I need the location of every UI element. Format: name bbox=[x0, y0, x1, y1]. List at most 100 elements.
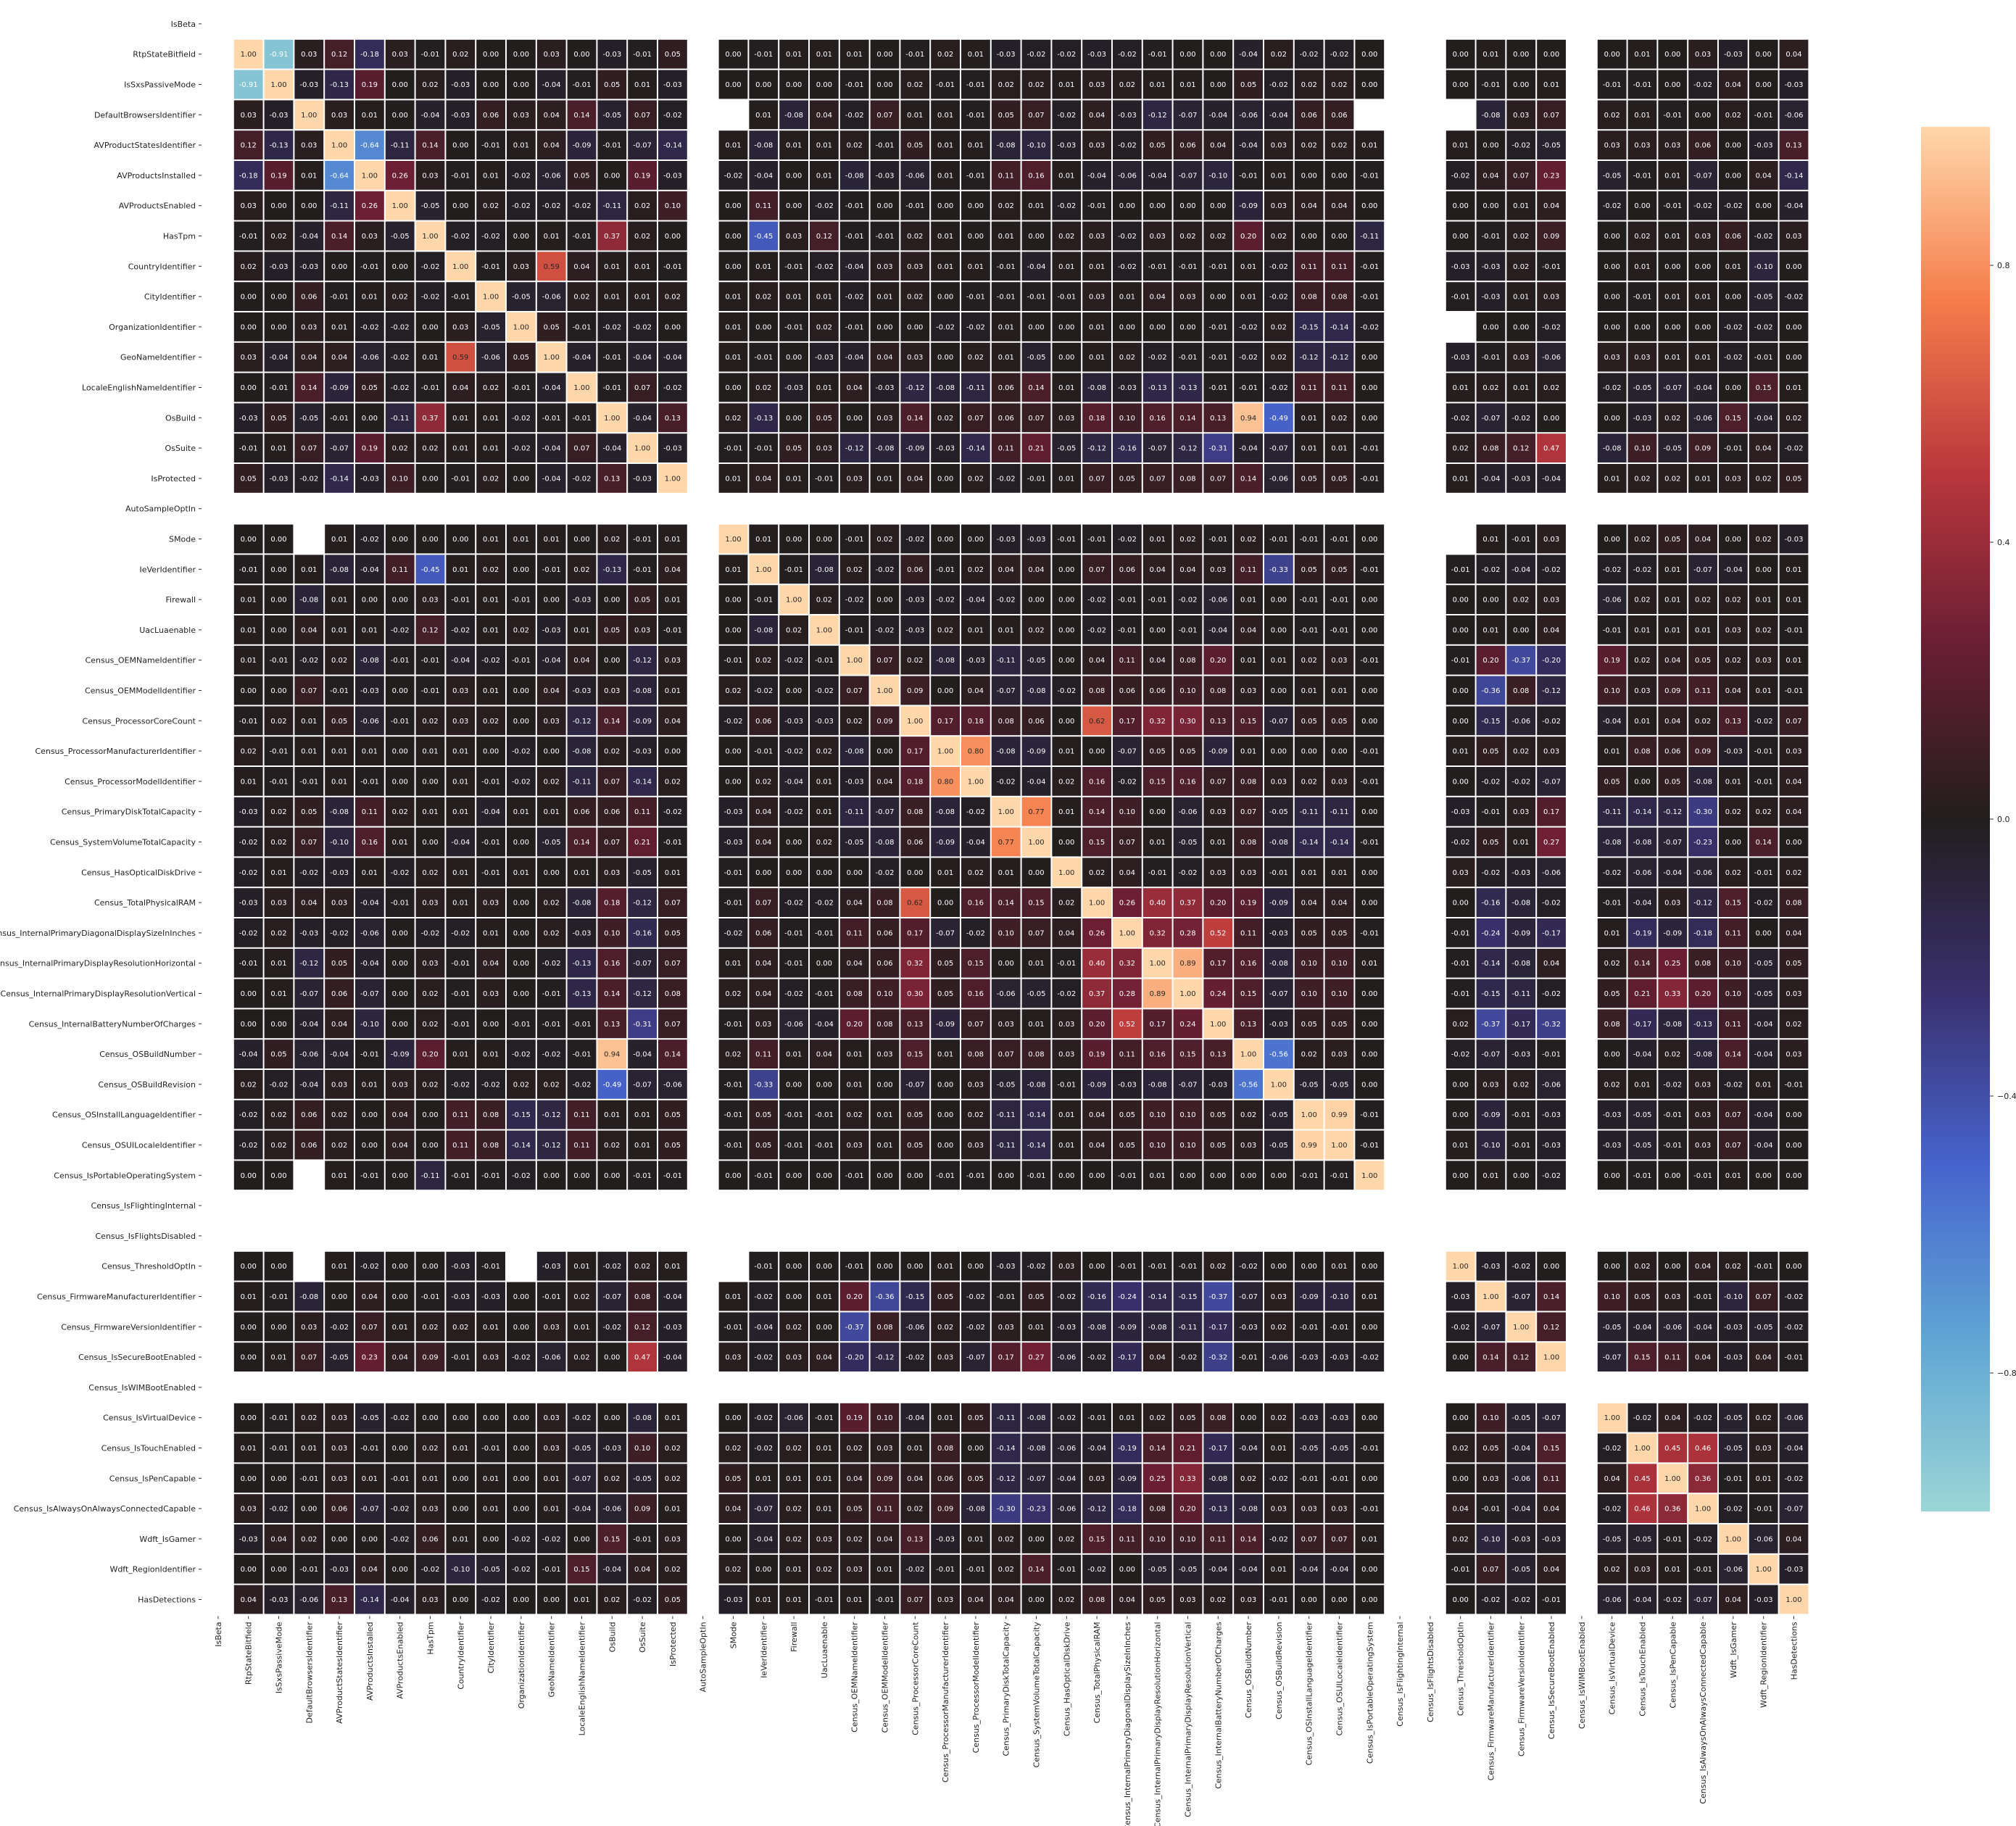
cell-value-label: 0.03 bbox=[392, 51, 408, 59]
cell-value-label: 0.00 bbox=[392, 536, 408, 544]
heatmap-cell bbox=[1052, 70, 1082, 99]
cell-value-label: -0.01 bbox=[1482, 233, 1501, 241]
heatmap-cell bbox=[1658, 191, 1688, 220]
heatmap-cell bbox=[1355, 282, 1385, 311]
cell-value-label: 1.00 bbox=[786, 597, 802, 605]
cell-value-label: 0.10 bbox=[1179, 1535, 1195, 1543]
cell-value-label: 0.03 bbox=[847, 475, 863, 483]
cell-value-label: 0.11 bbox=[1301, 263, 1317, 271]
heatmap-cell bbox=[1688, 282, 1717, 311]
cell-value-label: 0.04 bbox=[968, 1596, 984, 1604]
cell-value-label: 0.00 bbox=[392, 990, 408, 998]
cell-value-label: 0.00 bbox=[392, 748, 408, 756]
cell-value-label: 0.00 bbox=[270, 536, 286, 544]
cell-value-label: -0.13 bbox=[1208, 1506, 1227, 1514]
cell-value-label: 0.00 bbox=[1453, 626, 1469, 634]
cell-value-label: 0.08 bbox=[1785, 900, 1801, 908]
cell-value-label: 0.00 bbox=[1089, 1172, 1105, 1180]
cell-value-label: -0.07 bbox=[1118, 748, 1137, 756]
heatmap-cell bbox=[1294, 252, 1324, 281]
heatmap-cell bbox=[507, 221, 536, 251]
cell-value-label: -0.02 bbox=[1087, 1566, 1106, 1574]
heatmap-cell bbox=[1537, 161, 1566, 190]
heatmap-cell bbox=[1355, 191, 1385, 220]
cell-value-label: -0.02 bbox=[451, 1081, 470, 1089]
cell-value-label: 0.08 bbox=[1331, 294, 1347, 302]
cell-value-label: -0.08 bbox=[966, 1506, 985, 1514]
cell-value-label: 0.03 bbox=[1785, 1051, 1801, 1059]
cell-value-label: -0.04 bbox=[1239, 1566, 1258, 1574]
cell-value-label: 0.00 bbox=[816, 1081, 832, 1089]
cell-value-label: -0.01 bbox=[1511, 1111, 1530, 1119]
heatmap-cell bbox=[1355, 39, 1385, 69]
cell-value-label: 0.00 bbox=[1271, 626, 1287, 634]
cell-value-label: 0.04 bbox=[573, 263, 589, 271]
cell-value-label: -0.02 bbox=[1724, 354, 1743, 362]
cell-value-label: 0.01 bbox=[241, 1293, 257, 1301]
cell-value-label: -0.07 bbox=[602, 1293, 621, 1301]
heatmap-cell bbox=[900, 252, 930, 281]
cell-value-label: 0.05 bbox=[937, 990, 953, 998]
cell-value-label: 0.01 bbox=[1089, 354, 1105, 362]
cell-value-label: -0.01 bbox=[481, 142, 500, 150]
cell-value-label: 0.00 bbox=[1453, 597, 1469, 605]
heatmap-cell bbox=[1052, 342, 1082, 372]
heatmap-cell bbox=[961, 342, 990, 372]
cell-value-label: 0.03 bbox=[241, 354, 257, 362]
cell-value-label: 0.01 bbox=[937, 1414, 953, 1422]
cell-value-label: 0.02 bbox=[907, 657, 923, 665]
cell-value-label: 0.03 bbox=[876, 1445, 892, 1453]
heatmap-cell bbox=[536, 100, 566, 130]
cell-value-label: -0.02 bbox=[633, 323, 652, 331]
cell-value-label: 0.00 bbox=[725, 384, 741, 392]
cell-value-label: -0.05 bbox=[1269, 1111, 1288, 1119]
cell-value-label: -0.02 bbox=[1451, 1324, 1470, 1332]
cell-value-label: -0.04 bbox=[1785, 202, 1804, 210]
heatmap-cell bbox=[718, 373, 748, 402]
heatmap-cell bbox=[294, 282, 324, 311]
cell-value-label: 0.05 bbox=[1331, 718, 1347, 726]
cell-value-label: 0.05 bbox=[1150, 748, 1166, 756]
cell-value-label: 0.52 bbox=[1210, 929, 1226, 937]
cell-value-label: -0.06 bbox=[997, 990, 1016, 998]
cell-value-label: 0.11 bbox=[998, 172, 1014, 180]
cell-value-label: 0.01 bbox=[604, 263, 620, 271]
heatmap-cell bbox=[628, 130, 657, 159]
cell-value-label: 0.04 bbox=[544, 112, 560, 120]
cell-value-label: 0.00 bbox=[725, 263, 741, 271]
cell-value-label: 0.10 bbox=[1119, 415, 1135, 423]
cell-value-label: 0.02 bbox=[1150, 1414, 1166, 1422]
cell-value-label: 0.62 bbox=[1089, 718, 1105, 726]
cell-value-label: 0.01 bbox=[665, 536, 681, 544]
heatmap-cell bbox=[779, 70, 808, 99]
cell-value-label: 0.04 bbox=[483, 960, 499, 968]
cell-value-label: 0.07 bbox=[1028, 929, 1044, 937]
heatmap-cell bbox=[1537, 221, 1566, 251]
cell-value-label: -0.01 bbox=[966, 1566, 985, 1574]
cell-value-label: 0.02 bbox=[1725, 808, 1741, 816]
cell-value-label: -0.02 bbox=[391, 1506, 410, 1514]
heatmap-cell bbox=[536, 39, 566, 69]
cell-value-label: 0.13 bbox=[1240, 1021, 1256, 1029]
cell-value-label: 0.00 bbox=[1785, 839, 1801, 847]
cell-value-label: -0.03 bbox=[573, 687, 592, 695]
cell-value-label: -0.01 bbox=[1693, 1172, 1712, 1180]
cell-value-label: -0.03 bbox=[1603, 1142, 1622, 1150]
colorbar-tick-label: 0.4 bbox=[1997, 538, 2010, 547]
cell-value-label: -0.03 bbox=[1057, 142, 1076, 150]
cell-value-label: 0.01 bbox=[241, 597, 257, 605]
cell-value-label: 0.12 bbox=[1513, 1354, 1529, 1362]
cell-value-label: 1.00 bbox=[1453, 1263, 1469, 1271]
cell-value-label: -0.03 bbox=[1451, 808, 1470, 816]
heatmap-cell bbox=[1445, 191, 1475, 220]
cell-value-label: 0.01 bbox=[786, 1596, 802, 1604]
heatmap-cell bbox=[961, 39, 990, 69]
cell-value-label: 0.00 bbox=[786, 81, 802, 89]
cell-value-label: -0.02 bbox=[1179, 597, 1198, 605]
cell-value-label: -0.10 bbox=[360, 1021, 379, 1029]
cell-value-label: 0.00 bbox=[241, 1263, 257, 1271]
cell-value-label: 0.03 bbox=[513, 112, 529, 120]
y-tick-label: Census_ProcessorModelIdentifier bbox=[65, 777, 196, 787]
cell-value-label: 0.04 bbox=[1664, 718, 1680, 726]
cell-value-label: -0.03 bbox=[1754, 142, 1773, 150]
